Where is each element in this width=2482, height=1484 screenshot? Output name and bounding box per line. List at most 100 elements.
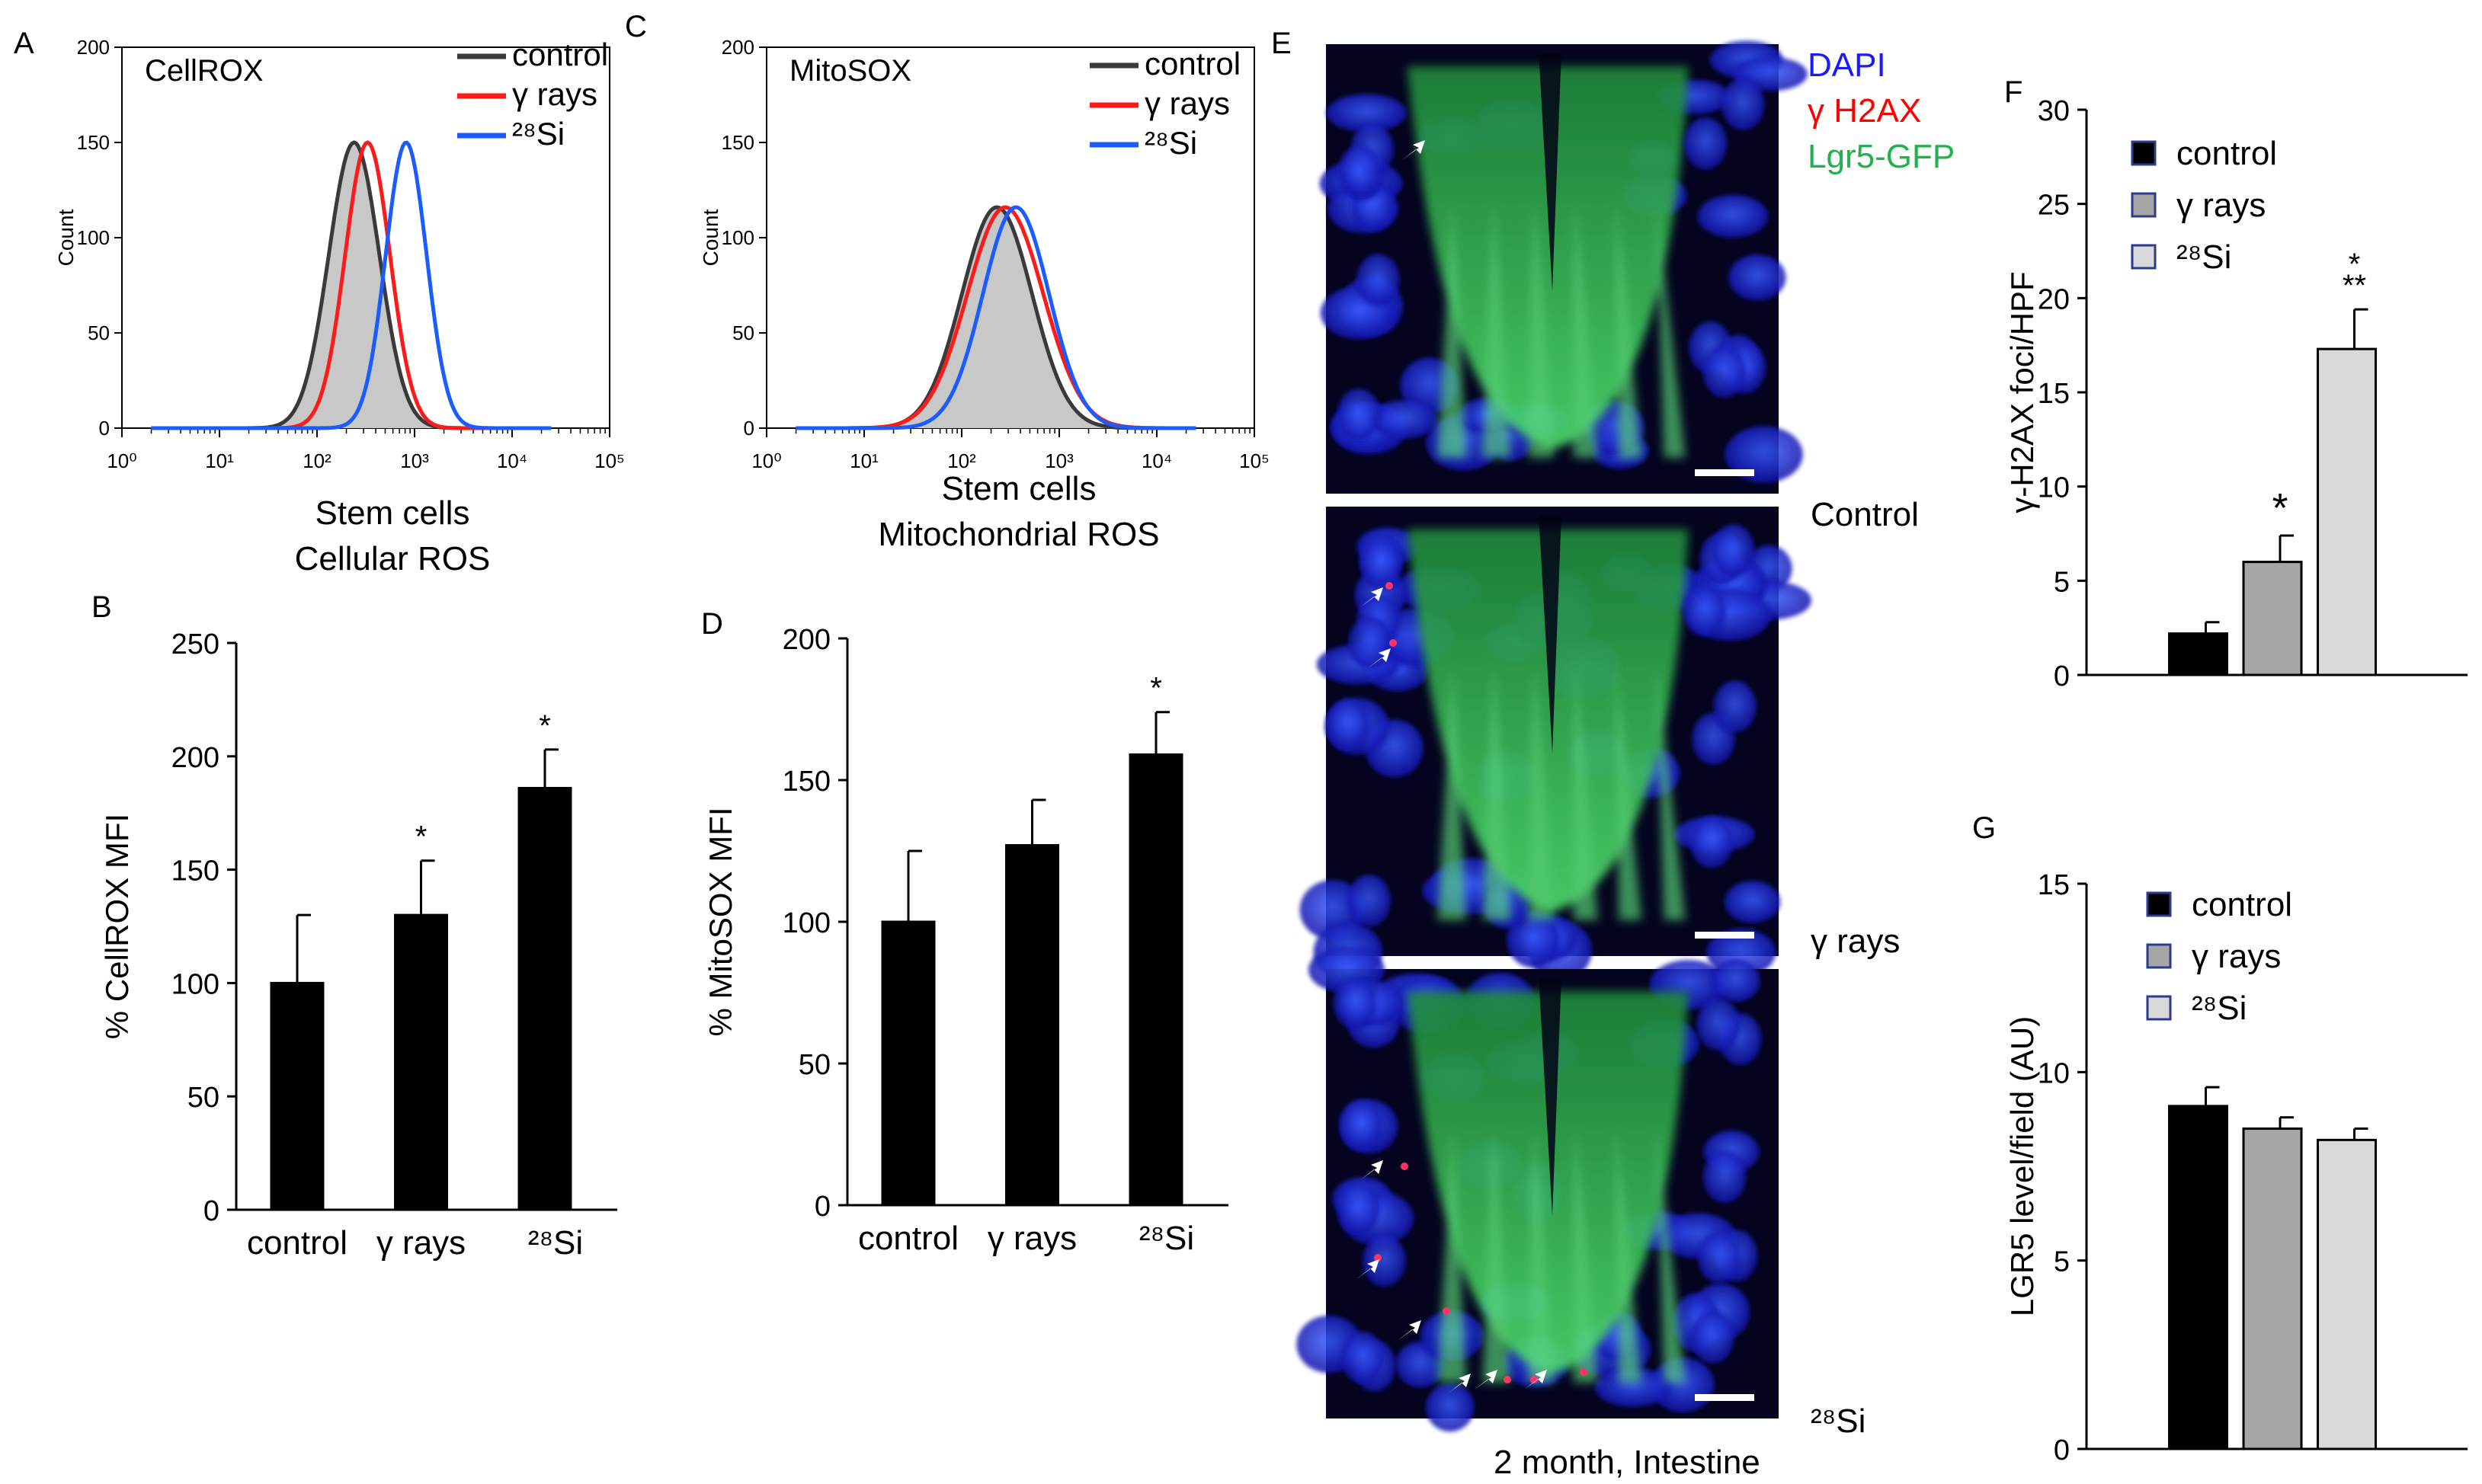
y-tick-label: 0 <box>99 417 110 440</box>
nucleus <box>1712 959 1760 1003</box>
bar-0 <box>881 920 936 1207</box>
micrograph-label-gamma: γ rays <box>1811 923 1900 960</box>
histogram-line-2 <box>796 205 1196 430</box>
crypt-lumen <box>1539 977 1561 1217</box>
y-tick-label: 50 <box>187 1082 219 1114</box>
legend-label: γ rays <box>512 76 597 112</box>
histogram-cellrox: 0 50 100 150 200 10⁰ 10¹ 10² 10³ 10⁴ 10⁵ CellROX Cou… <box>54 36 625 472</box>
h2ax-focus <box>1374 1254 1382 1262</box>
y-tick-label: 200 <box>171 742 219 774</box>
y-tick-label: 100 <box>77 226 110 249</box>
micrograph-si28 <box>1296 946 1779 1432</box>
bar-2 <box>517 786 572 1211</box>
legend-label: γ rays <box>2176 187 2266 224</box>
bar-1 <box>2242 561 2303 676</box>
h2ax-focus <box>1443 1307 1450 1315</box>
bar-2 <box>2317 1138 2377 1450</box>
nucleus <box>1359 538 1403 590</box>
nucleus <box>1684 117 1728 170</box>
significance-mark: * <box>2349 248 2361 281</box>
nucleus <box>1689 816 1733 868</box>
micrograph-label-control: Control <box>1811 496 1919 533</box>
nucleus <box>1347 875 1391 927</box>
legend-swatch <box>2131 140 2157 166</box>
panel-label-a: A <box>14 27 34 60</box>
arrow-icon <box>1368 648 1391 668</box>
chart-title: Cellular ROS <box>295 540 491 577</box>
bar-2 <box>1129 753 1183 1207</box>
chart-title: CellROX <box>145 54 264 88</box>
h2ax-focus <box>1401 1163 1408 1170</box>
x-tick-label: control <box>247 1224 347 1262</box>
bar-1 <box>1005 844 1059 1207</box>
nucleus <box>1507 910 1559 968</box>
y-tick-label: 10 <box>2038 1057 2070 1089</box>
legend-swatch <box>2131 244 2157 270</box>
y-tick-label: 15 <box>2038 869 2070 901</box>
arrow-icon <box>1356 1259 1379 1279</box>
crypt-gfp <box>1407 529 1689 920</box>
nucleus <box>1725 881 1781 923</box>
bar-chart-cellular-ros: 0 50 100 150 200 250 % CellROX MFI Stem cells Ce… <box>99 494 617 1262</box>
legend-label: γ rays <box>1145 85 1230 121</box>
legend-label: γ rays <box>2192 938 2281 975</box>
h2ax-focus <box>1385 582 1393 590</box>
panel-label-d: D <box>701 607 723 641</box>
bar-1 <box>394 913 448 1211</box>
legend-label: ²⁸Si <box>512 116 565 152</box>
arrow-icon <box>1402 140 1425 160</box>
y-axis-label: Count <box>699 209 722 266</box>
nucleus <box>1339 1099 1382 1152</box>
x-tick-label: ²⁸Si <box>1139 1220 1194 1257</box>
bar-chart-lgr5-level: 0 5 10 15 LGR5 level/field (AU) control γ rays… <box>2004 869 2468 1466</box>
panel-label-c: C <box>625 10 647 43</box>
h2ax-focus <box>1580 1368 1587 1376</box>
x-tick-label: ²⁸Si <box>528 1224 583 1262</box>
y-tick-label: 100 <box>722 226 754 249</box>
h2ax-focus <box>1389 639 1397 647</box>
micrograph-gamma-rays <box>1299 507 1811 981</box>
micrograph-control <box>1319 40 1808 494</box>
stain-label-h2ax: γ H2AX <box>1808 92 1921 130</box>
crypt-lumen <box>1539 53 1561 292</box>
y-tick-label: 100 <box>171 968 219 1000</box>
y-tick-label: 10 <box>2038 472 2070 504</box>
significance-mark: * <box>415 820 428 854</box>
nucleus <box>1340 1332 1384 1384</box>
nucleus <box>1333 977 1376 1029</box>
panel-label-b: B <box>91 590 112 624</box>
crypt-finger <box>1437 1126 1467 1383</box>
crypt-finger <box>1573 664 1598 920</box>
micrograph-caption: 2 month, Intestine <box>1494 1444 1760 1481</box>
crypt-finger <box>1528 201 1555 458</box>
crypt-finger <box>1656 201 1686 458</box>
nucleus <box>1363 1234 1406 1287</box>
crypt-finger <box>1482 664 1510 920</box>
histogram-line-2 <box>151 140 552 430</box>
significance-mark: * <box>2272 485 2288 531</box>
crypt-finger <box>1656 1126 1686 1383</box>
legend-label: control <box>512 37 608 72</box>
legend-swatch <box>2146 995 2172 1021</box>
nucleus <box>1337 389 1380 441</box>
bar-0 <box>2168 1105 2228 1450</box>
scale-bar <box>1695 469 1754 476</box>
y-tick-label: 5 <box>2054 1246 2070 1278</box>
x-tick-label: 10² <box>303 449 331 472</box>
scale-bar <box>1695 1394 1754 1401</box>
crypt-finger <box>1573 1126 1598 1383</box>
x-tick-label: 10¹ <box>205 449 234 472</box>
nucleus <box>1371 400 1437 439</box>
y-tick-label: 150 <box>783 766 831 798</box>
arrow-icon <box>1360 587 1383 607</box>
crypt-finger <box>1482 1126 1510 1383</box>
bar-0 <box>2168 632 2228 676</box>
y-tick-label: 0 <box>203 1195 219 1227</box>
nucleus <box>1713 680 1757 733</box>
x-tick-label: 10³ <box>400 449 429 472</box>
nucleus <box>1691 1311 1734 1364</box>
y-tick-label: 0 <box>744 417 754 440</box>
chart-title: Stem cells <box>942 470 1097 507</box>
y-tick-label: 25 <box>2038 190 2070 222</box>
